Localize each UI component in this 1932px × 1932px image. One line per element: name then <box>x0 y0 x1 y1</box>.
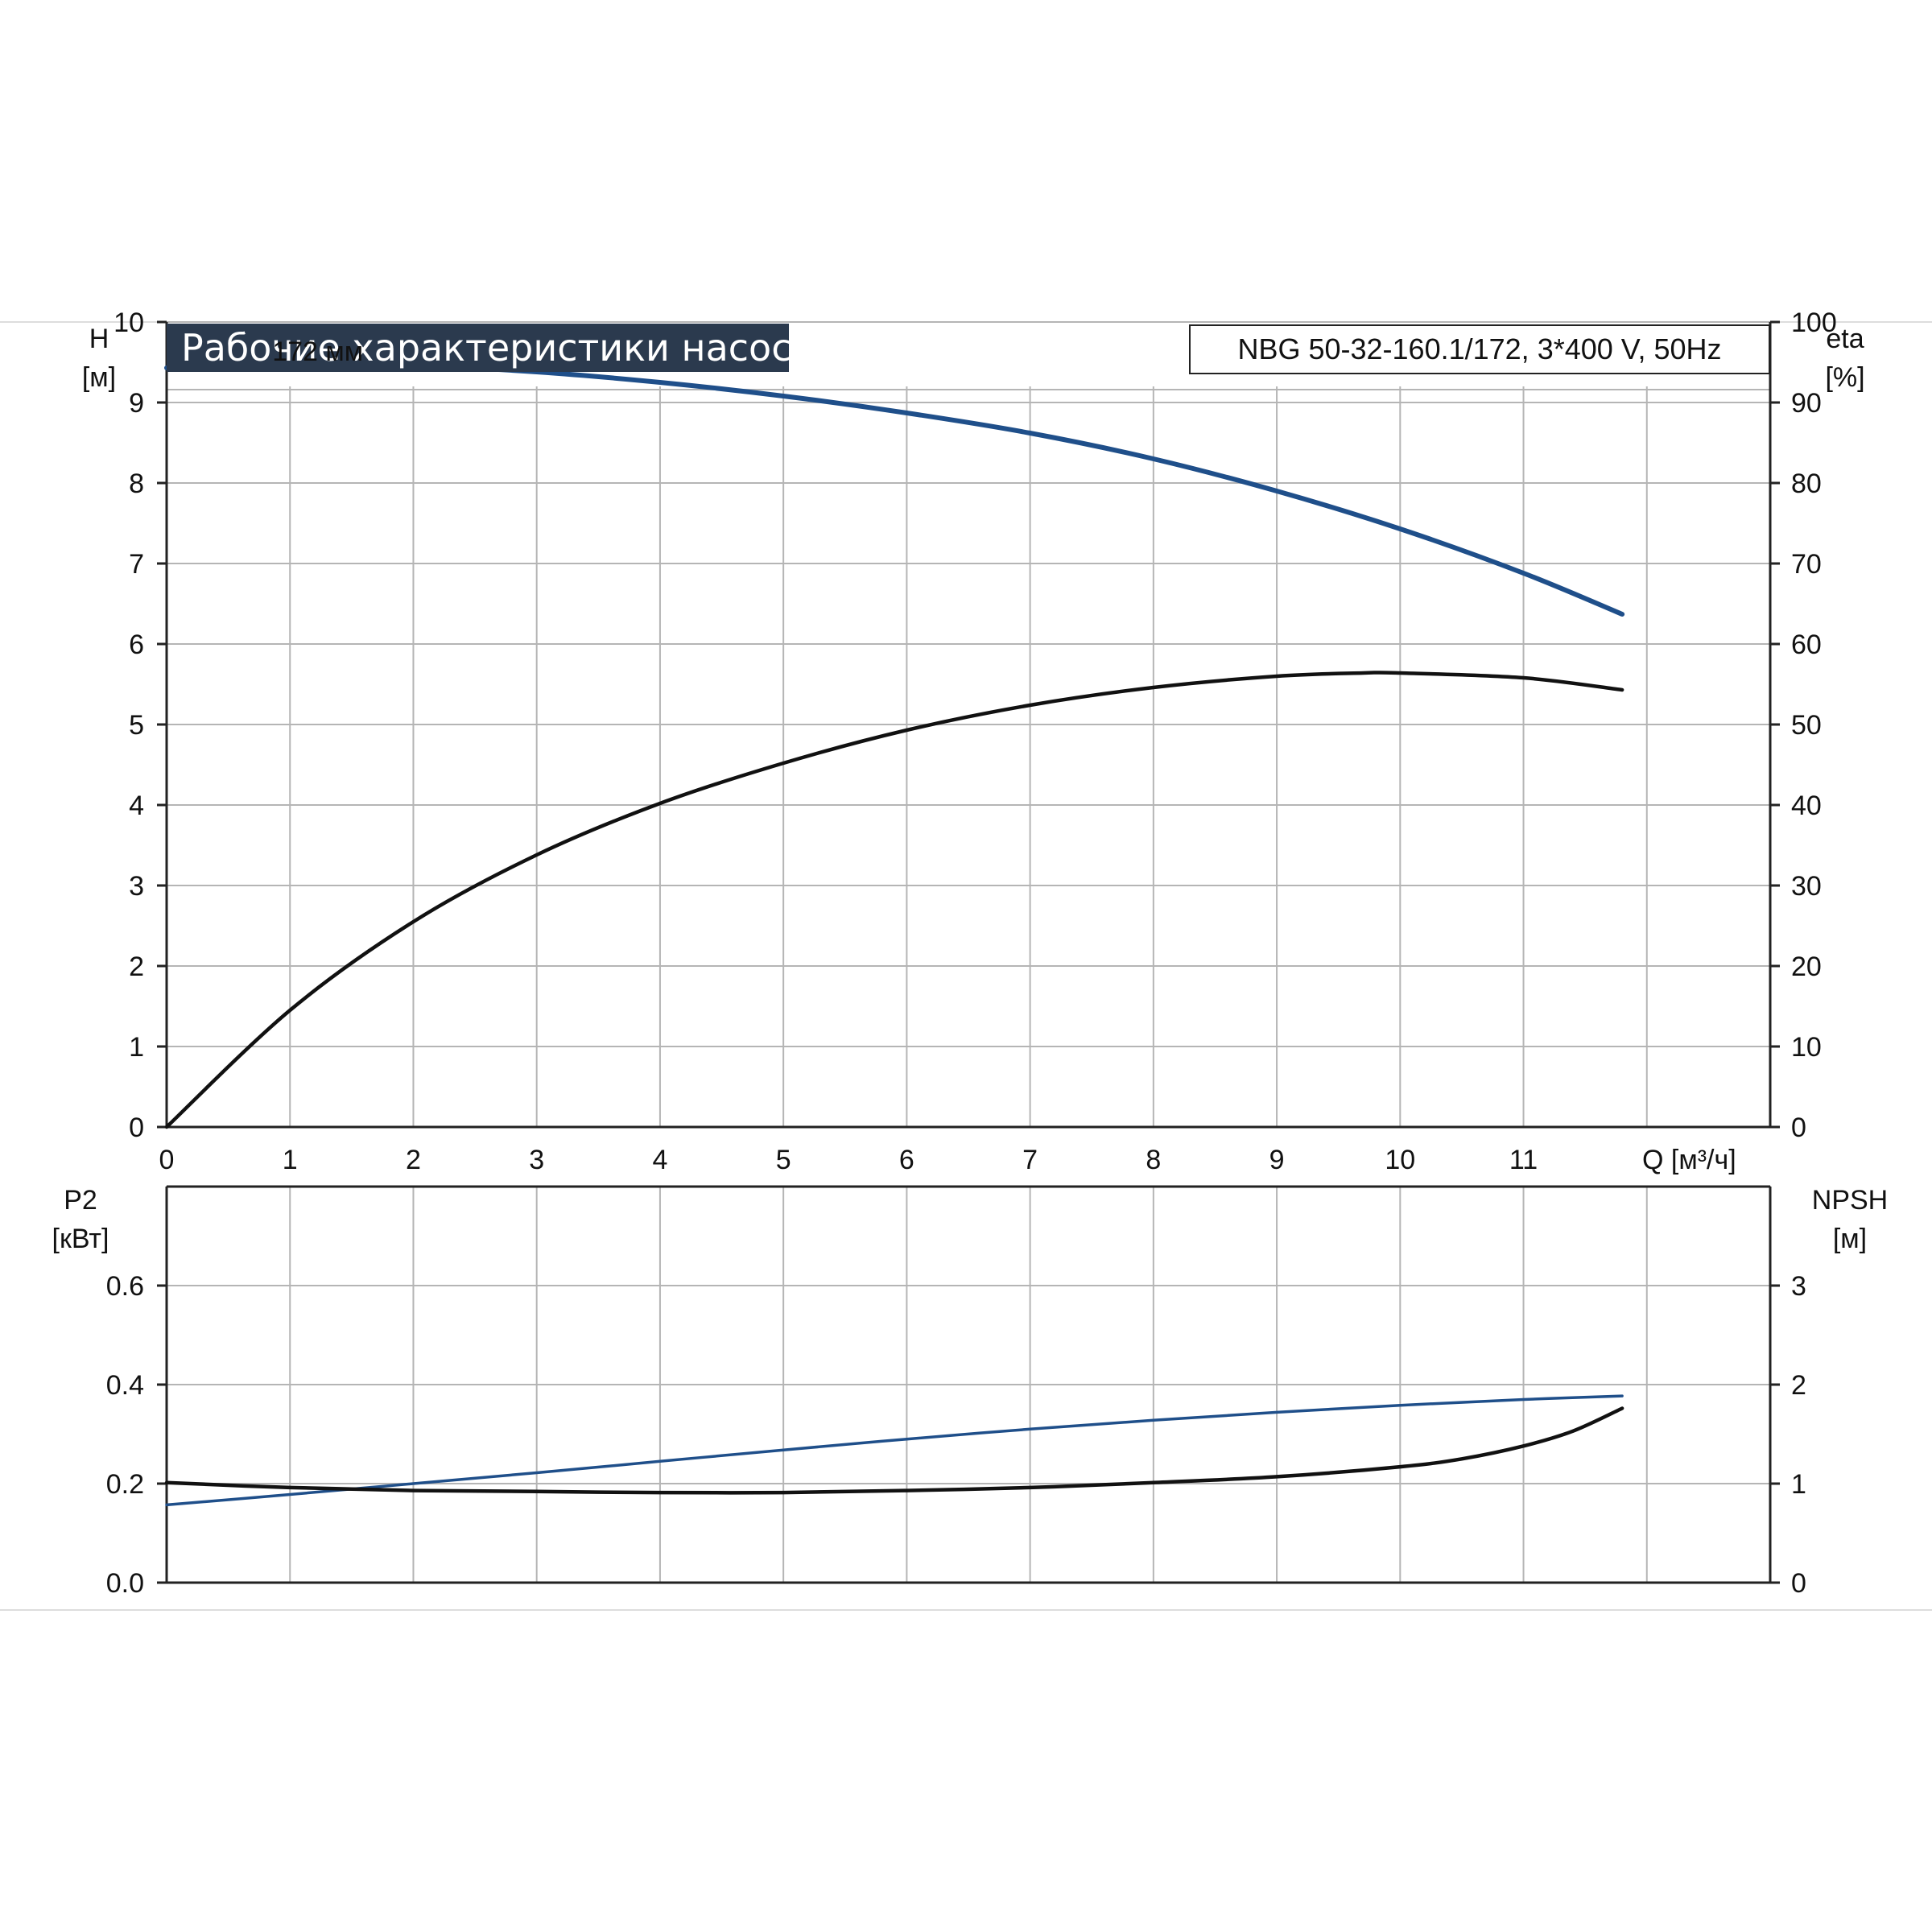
top-right-tick-label: 50 <box>1791 710 1822 741</box>
series-line-eta <box>164 671 1624 1129</box>
series-line-npsh <box>164 1406 1624 1495</box>
bottom-left-tick-label: 0.4 <box>106 1370 144 1401</box>
model-label: NBG 50-32-160.1/172, 3*400 V, 50Hz <box>1237 332 1721 365</box>
x-tick-label: 3 <box>529 1145 544 1175</box>
title-box <box>167 324 789 372</box>
top-series <box>164 359 1625 1129</box>
top-right-tick-label: 20 <box>1791 952 1822 982</box>
top-left-tick-label: 9 <box>129 388 144 419</box>
top-left-tick-label: 1 <box>129 1032 144 1063</box>
power-npsh-panel: 0.0 0.2 0.4 0.6 0 1 2 3 P2 [кВт] NPSH [м] <box>52 1185 1889 1599</box>
x-tick-label: 2 <box>406 1145 421 1175</box>
top-right-tick-label: 40 <box>1791 791 1822 821</box>
top-left-tick-label: 3 <box>129 871 144 902</box>
bottom-left-tick-label: 0.0 <box>106 1568 144 1599</box>
bottom-right-tick-label: 2 <box>1791 1370 1806 1401</box>
model-box <box>1189 324 1770 374</box>
top-right-tick-label: 30 <box>1791 871 1822 902</box>
series-line-p2 <box>165 1394 1624 1507</box>
top-left-tick-label: 7 <box>129 549 144 580</box>
chart-title: Рабочие характеристики насоса <box>181 326 815 369</box>
series-line-h <box>164 359 1625 617</box>
p2-axis-title: P2 <box>64 1185 97 1216</box>
impeller-diameter-label: 172 мм <box>272 336 363 367</box>
x-tick-label: 7 <box>1022 1145 1038 1175</box>
top-right-tick-label: 0 <box>1791 1113 1806 1143</box>
npsh-axis-title: NPSH <box>1812 1185 1888 1216</box>
bottom-right-tick-label: 3 <box>1791 1271 1806 1302</box>
top-left-tick-label: 0 <box>129 1113 144 1143</box>
h-axis-title: H <box>89 324 109 354</box>
top-right-tick-label: 10 <box>1791 1032 1822 1063</box>
h-axis-unit: [м] <box>82 362 116 393</box>
p2-axis-unit: [кВт] <box>52 1224 109 1254</box>
bottom-grid <box>166 1187 1771 1583</box>
npsh-axis-unit: [м] <box>1833 1224 1867 1254</box>
top-right-tick-label: 90 <box>1791 388 1822 419</box>
top-left-tick-label: 5 <box>129 710 144 741</box>
bottom-right-tick-label: 0 <box>1791 1568 1806 1599</box>
top-left-tick-label: 6 <box>129 630 144 660</box>
bottom-left-tick-label: 0.2 <box>106 1469 144 1500</box>
top-left-tick-label: 2 <box>129 952 144 982</box>
top-right-tick-label: 100 <box>1791 308 1837 338</box>
x-tick-label: 8 <box>1146 1145 1161 1175</box>
top-right-tick-label: 80 <box>1791 469 1822 499</box>
top-right-tick-label: 70 <box>1791 549 1822 580</box>
bottom-right-tick-label: 1 <box>1791 1469 1806 1500</box>
bottom-ticks: 0.0 0.2 0.4 0.6 0 1 2 3 <box>106 1271 1806 1599</box>
top-right-tick-label: 60 <box>1791 630 1822 660</box>
x-tick-label: 4 <box>652 1145 667 1175</box>
x-tick-label: 11 <box>1509 1145 1538 1175</box>
eta-axis-unit: [%] <box>1825 362 1864 393</box>
top-left-tick-label: 10 <box>114 308 144 338</box>
x-tick-label: 5 <box>776 1145 791 1175</box>
x-tick-label: 10 <box>1385 1145 1415 1175</box>
x-tick-label: 0 <box>159 1145 175 1175</box>
x-tick-label: 1 <box>283 1145 298 1175</box>
x-tick-label: 9 <box>1269 1145 1285 1175</box>
bottom-series <box>164 1394 1624 1507</box>
top-left-tick-label: 4 <box>129 791 144 821</box>
eta-axis-title: eta <box>1826 324 1864 354</box>
top-grid <box>166 321 1771 1128</box>
q-axis-title: Q [м³/ч] <box>1642 1145 1736 1175</box>
bottom-left-tick-label: 0.6 <box>106 1271 144 1302</box>
top-left-tick-label: 8 <box>129 469 144 499</box>
x-tick-label: 6 <box>899 1145 914 1175</box>
